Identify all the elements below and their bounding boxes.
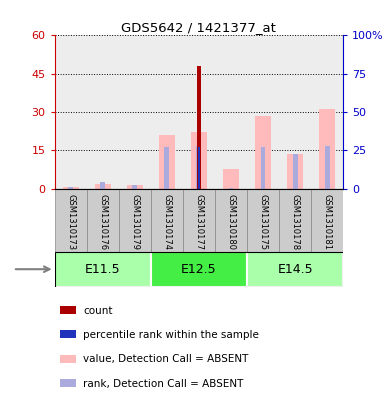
Bar <box>191 132 207 189</box>
Bar <box>229 188 233 189</box>
Title: GDS5642 / 1421377_at: GDS5642 / 1421377_at <box>121 21 277 34</box>
Bar <box>197 147 201 189</box>
Bar <box>247 252 343 287</box>
Bar <box>60 379 76 387</box>
Bar <box>60 306 76 314</box>
Bar <box>165 147 169 189</box>
Text: GSM1310179: GSM1310179 <box>130 194 139 250</box>
Bar <box>223 169 239 189</box>
Bar <box>247 189 279 252</box>
Bar <box>311 35 343 189</box>
Bar <box>183 189 215 252</box>
Text: value, Detection Call = ABSENT: value, Detection Call = ABSENT <box>83 354 249 364</box>
Text: GSM1310180: GSM1310180 <box>227 194 236 250</box>
Text: GSM1310174: GSM1310174 <box>162 194 171 250</box>
Text: count: count <box>83 306 113 316</box>
Bar <box>55 189 87 252</box>
Bar <box>197 66 201 189</box>
Bar <box>127 185 143 189</box>
Bar <box>292 154 298 189</box>
Bar <box>68 187 73 189</box>
Bar <box>325 147 330 189</box>
Text: GSM1310181: GSM1310181 <box>323 194 332 250</box>
Bar <box>60 355 76 363</box>
Text: GSM1310178: GSM1310178 <box>291 194 300 250</box>
Bar <box>319 109 335 189</box>
Text: E11.5: E11.5 <box>85 263 121 276</box>
Bar <box>151 252 247 287</box>
Text: percentile rank within the sample: percentile rank within the sample <box>83 330 259 340</box>
Bar <box>255 116 271 189</box>
Bar <box>215 189 247 252</box>
Bar <box>159 135 175 189</box>
Text: GSM1310173: GSM1310173 <box>66 194 75 250</box>
Bar <box>87 35 119 189</box>
Text: GSM1310176: GSM1310176 <box>98 194 107 250</box>
Text: GSM1310177: GSM1310177 <box>194 194 204 250</box>
Bar <box>55 252 151 287</box>
Bar <box>311 189 343 252</box>
Bar <box>279 189 311 252</box>
Text: E12.5: E12.5 <box>181 263 217 276</box>
Bar <box>247 35 279 189</box>
Bar <box>215 35 247 189</box>
Text: rank, Detection Call = ABSENT: rank, Detection Call = ABSENT <box>83 379 244 389</box>
Bar <box>60 330 76 338</box>
Bar <box>132 185 137 189</box>
Bar <box>100 182 105 189</box>
Bar <box>279 35 311 189</box>
Bar <box>198 147 200 189</box>
Bar <box>95 184 111 189</box>
Bar <box>261 147 266 189</box>
Text: E14.5: E14.5 <box>277 263 313 276</box>
Bar <box>183 35 215 189</box>
Bar <box>151 35 183 189</box>
Bar <box>119 35 151 189</box>
Bar <box>119 189 151 252</box>
Bar <box>287 154 303 189</box>
Bar <box>63 187 79 189</box>
Text: GSM1310175: GSM1310175 <box>259 194 268 250</box>
Bar <box>151 189 183 252</box>
Bar <box>87 189 119 252</box>
Bar <box>55 35 87 189</box>
